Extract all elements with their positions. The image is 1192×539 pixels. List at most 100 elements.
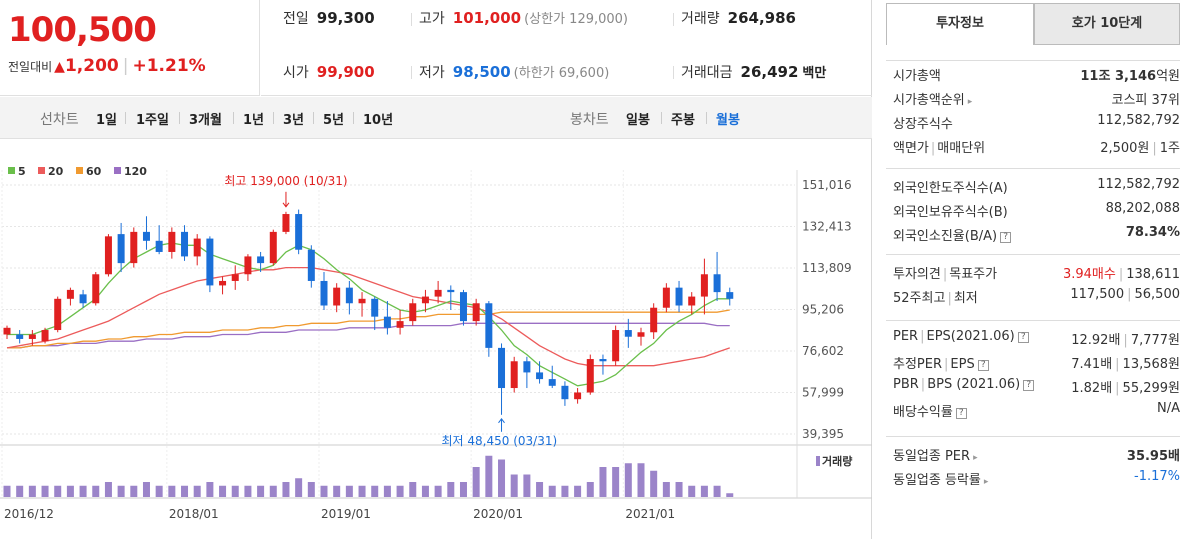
period-3y[interactable]: 3년: [283, 113, 305, 128]
pbr-row: PBR | BPS (2021.06)? 1.82배 | 55,299원: [893, 377, 1180, 396]
volume-bar: [612, 467, 620, 497]
volume-bar: [650, 470, 658, 497]
change-rate: +1.21%: [132, 56, 206, 76]
candle-body: [3, 327, 11, 335]
x-tick-label: 2021/01: [625, 507, 675, 521]
candle-body: [295, 214, 303, 250]
help-icon[interactable]: ?: [1023, 380, 1035, 391]
candle-body: [637, 332, 645, 337]
candle-body: [307, 249, 315, 281]
candle-body: [650, 307, 658, 333]
candle-monthly[interactable]: 월봉: [716, 113, 740, 128]
candle-body: [536, 372, 544, 380]
volume-bar: [523, 474, 531, 497]
candle-body: [688, 296, 696, 306]
candle-body: [28, 334, 36, 339]
candle-body: [142, 231, 150, 241]
candle-body: [371, 298, 379, 317]
foreign-holding-row: 외국인보유주식수(B) 88,202,088: [893, 201, 1180, 220]
candle-body: [117, 234, 125, 264]
sector-per-row[interactable]: 동일업종 PER ▸ 35.95배: [893, 449, 1180, 464]
volume-bar: [536, 482, 544, 497]
candle-daily[interactable]: 일봉: [626, 113, 650, 128]
x-tick-label: 2019/01: [321, 507, 371, 521]
period-1w[interactable]: 1주일: [136, 113, 169, 128]
candle-body: [409, 303, 417, 322]
trade-amount: 거래대금 26,492 백만: [673, 48, 826, 96]
volume-bar: [231, 485, 239, 497]
volume-bar: [104, 482, 112, 497]
volume: 거래량 264,986: [673, 0, 796, 48]
sector-section: 동일업종 PER ▸ 35.95배 동일업종 등락률 ▸ -1.17%: [886, 436, 1180, 489]
legend-label: 120: [124, 165, 147, 178]
candle-body: [700, 274, 708, 297]
opinion-section: 투자의견 | 목표주가 3.94매수 | 138,611 52주최고 | 최저 117,500 |…: [886, 254, 1180, 307]
candle-body: [421, 296, 429, 304]
tab-orderbook[interactable]: 호가 10단계: [1034, 3, 1180, 45]
volume-bar: [130, 485, 138, 497]
volume-bar: [320, 485, 328, 497]
candle-body: [320, 280, 328, 306]
stock-chart-panel: 100,500 전일대비 ▲1,200 | +1.21% 전일 99,300 고가 101…: [0, 0, 872, 539]
candle-body: [282, 214, 290, 232]
volume-bar: [269, 485, 277, 497]
sector-change-row[interactable]: 동일업종 등락률 ▸ -1.17%: [893, 469, 1180, 488]
period-5y[interactable]: 5년: [323, 113, 345, 128]
volume-bar: [219, 485, 227, 497]
volume-bar: [713, 485, 721, 497]
volume-bar: [409, 482, 417, 497]
candle-body: [79, 294, 87, 304]
candle-body: [599, 359, 607, 362]
period-10y[interactable]: 10년: [363, 113, 394, 128]
candle-body: [104, 236, 112, 275]
volume-bar: [54, 485, 62, 497]
volume-bar: [16, 485, 24, 497]
volume-label: 거래량: [822, 454, 852, 468]
candle-body: [662, 287, 670, 308]
candle-body: [523, 361, 531, 373]
ma5-line: [7, 242, 730, 387]
candle-weekly[interactable]: 주봉: [671, 113, 695, 128]
legend-label: 20: [48, 165, 64, 178]
y-tick-label: 57,999: [802, 386, 844, 400]
help-icon[interactable]: ?: [1017, 332, 1029, 343]
volume-bar: [333, 485, 341, 497]
volume-bar: [257, 485, 265, 497]
volume-bar: [383, 485, 391, 497]
period-1d[interactable]: 1일: [96, 113, 118, 128]
help-icon[interactable]: ?: [955, 408, 967, 419]
price-summary: 전일 99,300 고가 101,000 (상한가 129,000) 거래량 264,9…: [261, 0, 872, 96]
candle-body: [434, 289, 442, 297]
market-cap-row: 시가총액 11조 3,146억원: [893, 69, 1180, 84]
legend-label: 60: [86, 165, 102, 178]
candle-body: [54, 298, 62, 331]
candle-body: [206, 238, 214, 286]
candle-body: [624, 330, 632, 337]
volume-bar: [66, 485, 74, 497]
candle-body: [257, 256, 265, 264]
y-tick-label: 39,395: [802, 427, 844, 441]
candle-body: [219, 280, 227, 286]
volume-bar: [168, 485, 176, 497]
line-chart-label: 선차트: [40, 112, 79, 128]
volume-bar: [688, 485, 696, 497]
candle-body: [16, 334, 24, 339]
help-icon[interactable]: ?: [977, 360, 989, 371]
help-icon[interactable]: ?: [1000, 232, 1012, 243]
market-cap-section: 시가총액 11조 3,146억원 시가총액순위 ▸ 코스피 37위 상장주식수 112,…: [886, 60, 1180, 157]
volume-bar: [599, 467, 607, 497]
candlestick-chart: 151,016 132,413 113,809 95,206 76,602 57,999 3…: [0, 165, 872, 521]
legend-swatch: [38, 167, 45, 174]
candle-body: [447, 289, 455, 293]
candle-body: [269, 231, 277, 264]
x-tick-label: 2020/01: [473, 507, 523, 521]
market-cap-rank-row[interactable]: 시가총액순위 ▸ 코스피 37위: [893, 93, 1180, 108]
candle-body: [726, 292, 734, 299]
period-3m[interactable]: 3개월: [189, 113, 222, 128]
y-tick-label: 113,809: [802, 261, 852, 275]
volume-bar: [675, 482, 683, 497]
tab-invest-info[interactable]: 투자정보: [886, 3, 1034, 45]
period-1y[interactable]: 1년: [243, 113, 265, 128]
candle-body: [345, 287, 353, 304]
valuation-section: PER | EPS(2021.06)? 12.92배 | 7,777원 추정PER | EPS…: [886, 320, 1180, 421]
